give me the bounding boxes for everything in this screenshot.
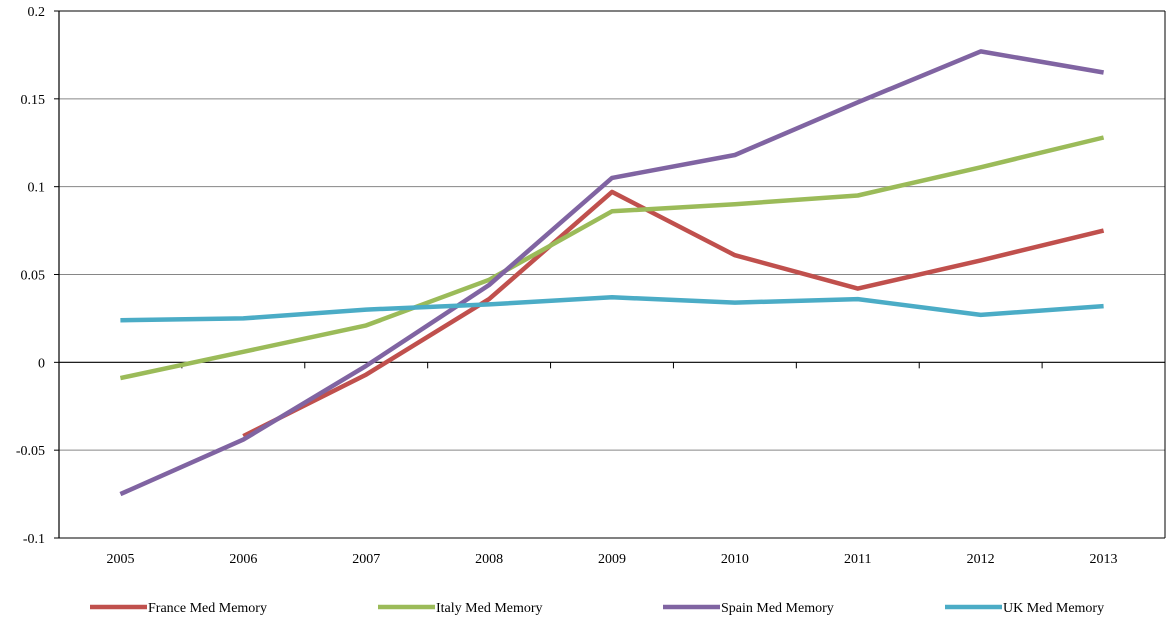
legend-label: Italy Med Memory: [436, 601, 543, 616]
x-tick-label: 2012: [967, 552, 995, 567]
x-tick-label: 2011: [844, 552, 871, 567]
x-tick-label: 2010: [721, 552, 749, 567]
series-line: [242, 189, 1105, 439]
series-line: [120, 295, 1104, 323]
x-tick-label: 2009: [598, 552, 626, 567]
legend-label: UK Med Memory: [1003, 601, 1104, 616]
y-tick-label: -0.05: [16, 444, 45, 459]
axes: [54, 10, 1166, 539]
gridlines: [59, 10, 1165, 539]
series-line: [119, 135, 1105, 381]
y-tick-labels: -0.1 -0.05 0 0.05 0.1 0.15 0.2: [16, 5, 45, 547]
x-tick-label: 2013: [1090, 552, 1118, 567]
legend: France Med Memory Italy Med Memory Spain M…: [90, 601, 1104, 616]
series-lines: [119, 49, 1105, 497]
x-tick-labels: 2005 2006 2007 2008 2009 2010 2011 2012 2013: [106, 552, 1117, 567]
y-tick-label: 0.1: [28, 181, 46, 196]
y-tick-label: 0.15: [21, 93, 46, 108]
series-line: [119, 49, 1104, 497]
x-tick-label: 2006: [229, 552, 257, 567]
x-tick-label: 2007: [352, 552, 380, 567]
y-tick-label: 0: [38, 356, 45, 371]
legend-label: Spain Med Memory: [721, 601, 834, 616]
y-tick-label: 0.05: [21, 269, 46, 284]
x-tick-label: 2005: [106, 552, 134, 567]
y-tick-label: 0.2: [28, 5, 46, 20]
y-tick-label: -0.1: [23, 532, 45, 547]
legend-label: France Med Memory: [148, 601, 267, 616]
x-tick-label: 2008: [475, 552, 503, 567]
